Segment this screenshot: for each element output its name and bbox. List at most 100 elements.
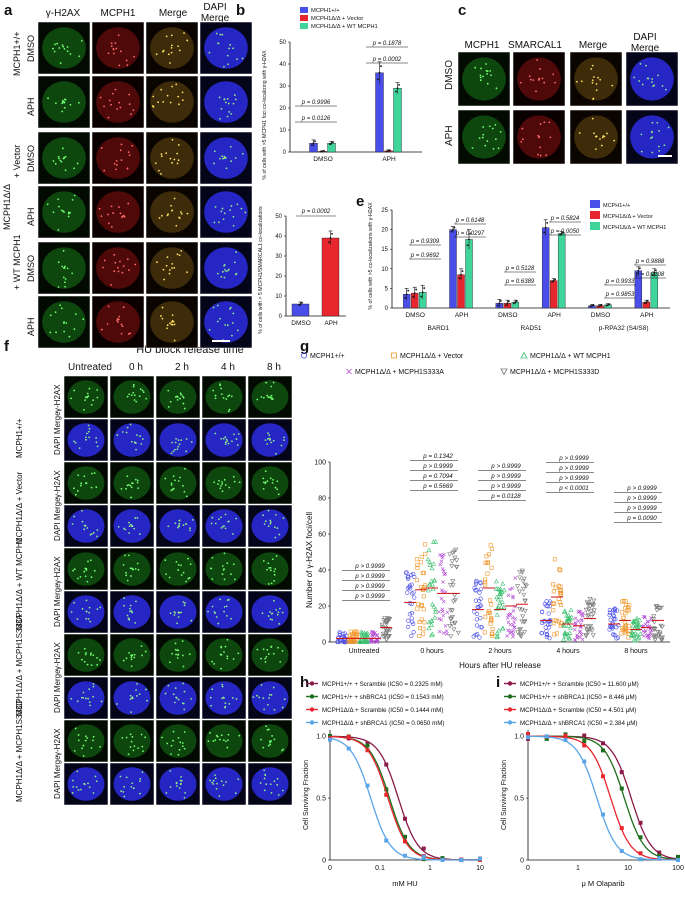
focus-dot <box>175 83 178 86</box>
focus-dot <box>227 733 230 736</box>
data-point <box>352 630 357 635</box>
focus-dot <box>128 618 131 621</box>
focus-dot <box>115 163 118 166</box>
focus-dot <box>211 578 214 580</box>
focus-dot <box>219 384 221 387</box>
data-point <box>447 583 453 588</box>
focus-dot <box>177 616 180 618</box>
data-point <box>676 854 680 859</box>
data-point <box>478 581 483 586</box>
focus-dot <box>209 696 212 699</box>
focus-dot <box>77 651 80 654</box>
data-point <box>552 279 555 282</box>
focus-dot <box>184 467 186 470</box>
panel-f-row-label: γ-H2AX <box>53 728 62 756</box>
focus-dot <box>277 794 280 796</box>
focus-dot <box>136 479 139 482</box>
focus-dot <box>125 657 128 660</box>
focus-dot <box>269 439 271 441</box>
data-point <box>407 289 410 292</box>
focus-dot <box>274 486 277 489</box>
focus-dot <box>82 318 85 321</box>
data-point <box>490 633 495 638</box>
data-point <box>638 857 643 862</box>
focus-dot <box>69 103 72 106</box>
dose-response-curve <box>528 735 679 861</box>
data-point <box>619 631 624 636</box>
focus-dot <box>591 117 594 120</box>
focus-dot <box>266 480 269 483</box>
focus-dot <box>145 397 148 400</box>
data-point <box>656 633 662 639</box>
data-point <box>585 630 591 635</box>
focus-dot <box>131 482 134 485</box>
focus-dot <box>117 34 120 37</box>
data-point <box>447 552 453 557</box>
focus-dot <box>121 431 124 433</box>
data-point <box>638 835 643 840</box>
data-point <box>547 604 552 609</box>
focus-dot <box>83 475 86 478</box>
data-point <box>389 149 391 152</box>
focus-dot <box>181 745 184 748</box>
focus-dot <box>123 597 126 600</box>
panel-a-cell <box>91 131 145 185</box>
y-tick-label: 10 <box>279 128 286 134</box>
focus-dot <box>256 694 258 697</box>
data-point <box>539 630 545 636</box>
panel-c-row-dmso: DMSO <box>444 60 455 90</box>
focus-dot <box>228 702 231 705</box>
focus-dot <box>229 209 231 211</box>
focus-dot <box>169 786 172 788</box>
panel-f-cell <box>201 719 247 763</box>
focus-dot <box>234 792 237 795</box>
focus-dot <box>651 81 653 83</box>
focus-dot <box>651 121 654 124</box>
data-point <box>583 607 589 613</box>
focus-dot <box>100 147 103 149</box>
panel-label-h: h <box>300 674 310 691</box>
nucleus <box>251 509 289 543</box>
data-point <box>494 606 500 611</box>
focus-dot <box>220 210 223 213</box>
focus-dot <box>213 663 216 665</box>
panel-label-c: c <box>458 2 467 19</box>
focus-dot <box>81 509 83 512</box>
data-point <box>441 613 446 618</box>
panel-c-cell <box>512 51 566 107</box>
legend-entry: MCPH1+/+ + Scramble (IC50 = 0.2325 mM) <box>322 681 443 688</box>
focus-dot <box>260 684 263 686</box>
bar <box>449 229 457 309</box>
focus-dot <box>85 599 88 602</box>
focus-dot <box>657 74 659 77</box>
data-point <box>620 610 625 615</box>
focus-dot <box>159 315 162 317</box>
data-point <box>438 562 443 567</box>
focus-dot <box>140 443 143 445</box>
focus-dot <box>129 698 132 700</box>
legend-marker <box>507 681 513 686</box>
focus-dot <box>182 654 184 657</box>
data-point <box>452 555 458 561</box>
p-value-label: p = 0.9996 <box>301 100 331 106</box>
data-point <box>407 612 412 617</box>
focus-dot <box>591 81 594 84</box>
data-point <box>508 612 513 616</box>
data-point <box>522 599 528 604</box>
focus-dot <box>84 697 87 700</box>
focus-dot <box>486 70 489 73</box>
nucleus <box>159 509 197 543</box>
data-point <box>646 300 649 302</box>
focus-dot <box>127 617 130 620</box>
focus-dot <box>132 109 135 112</box>
data-point <box>614 636 619 641</box>
focus-dot <box>57 286 60 288</box>
focus-dot <box>103 105 105 108</box>
focus-dot <box>170 44 173 47</box>
nucleus <box>150 137 194 179</box>
focus-dot <box>223 697 225 699</box>
panel-a-cell <box>91 295 145 349</box>
focus-dot <box>228 47 230 50</box>
focus-dot <box>75 786 78 788</box>
focus-dot <box>155 53 158 56</box>
